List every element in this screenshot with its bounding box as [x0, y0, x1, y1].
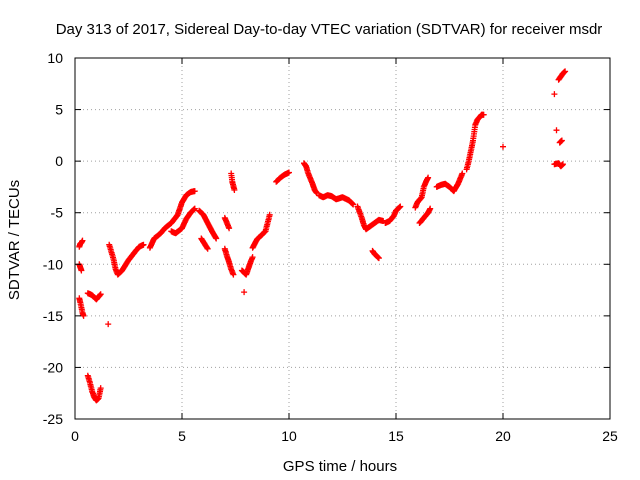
- data-point: [375, 255, 382, 262]
- data-point: [80, 312, 87, 319]
- x-axis-title: GPS time / hours: [283, 458, 397, 475]
- data-point: [425, 174, 432, 181]
- data-point: [213, 235, 220, 242]
- data-point: [427, 205, 434, 212]
- data-point: [97, 291, 104, 298]
- data-point: [191, 205, 198, 212]
- x-tick-label: 10: [281, 428, 297, 444]
- y-tick-label: -25: [43, 411, 63, 427]
- x-tick-label: 0: [71, 428, 79, 444]
- data-point: [97, 385, 104, 392]
- data-point: [249, 254, 256, 261]
- data-point: [459, 170, 466, 177]
- x-tick-label: 5: [178, 428, 186, 444]
- data-point: [105, 321, 112, 328]
- y-tick-label: -15: [43, 308, 63, 324]
- y-axis-title: SDTVAR / TECUs: [6, 180, 23, 300]
- data-points: [76, 68, 569, 404]
- data-point: [266, 211, 273, 218]
- data-point: [230, 271, 237, 278]
- y-tick-label: -5: [51, 205, 64, 221]
- axis-ticks: 0 5 10 15 20 25 -25 -20 -15 -10 -5 0 5 10: [43, 50, 618, 444]
- y-tick-label: 5: [55, 102, 63, 118]
- data-point: [286, 169, 292, 176]
- data-point: [231, 187, 238, 193]
- plot-frame: [74, 57, 611, 420]
- data-point: [350, 201, 357, 208]
- data-point: [553, 127, 560, 134]
- data-point: [226, 225, 233, 232]
- x-tick-label: 20: [495, 428, 511, 444]
- data-point: [204, 245, 211, 252]
- grid-lines: [75, 58, 610, 419]
- data-point: [562, 68, 569, 75]
- chart-title: Day 313 of 2017, Sidereal Day-to-day VTE…: [56, 21, 603, 38]
- x-tick-label: 25: [602, 428, 618, 444]
- data-point: [480, 111, 487, 118]
- data-point: [559, 161, 566, 168]
- data-point: [191, 188, 198, 195]
- data-point: [558, 137, 565, 144]
- data-point: [500, 143, 506, 150]
- data-point: [140, 241, 147, 248]
- data-point: [551, 91, 558, 98]
- y-tick-label: -20: [43, 359, 63, 375]
- y-tick-label: 10: [47, 50, 63, 66]
- y-tick-label: 0: [55, 153, 63, 169]
- data-point: [78, 267, 85, 274]
- x-tick-label: 15: [388, 428, 404, 444]
- y-tick-label: -10: [43, 256, 63, 272]
- data-point: [79, 237, 86, 244]
- data-point: [397, 203, 404, 210]
- data-point: [241, 289, 248, 296]
